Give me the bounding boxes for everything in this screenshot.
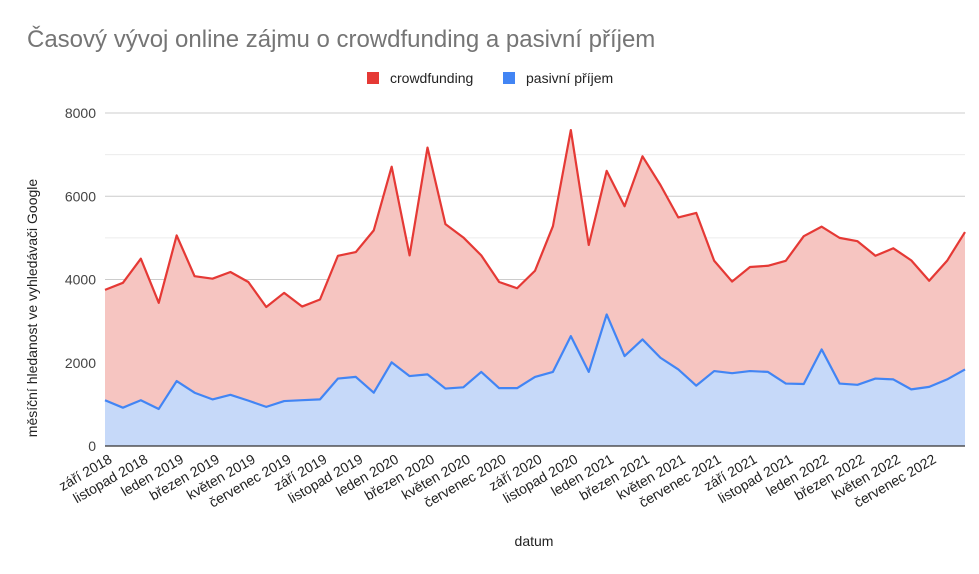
y-tick-label: 4000	[65, 272, 96, 288]
y-tick-label: 2000	[65, 355, 96, 371]
y-axis-ticks: 0 2000 4000 6000 8000	[65, 105, 96, 454]
legend-item-crowdfunding[interactable]: crowdfunding	[367, 70, 473, 86]
x-axis-title: datum	[515, 533, 554, 549]
area-crowdfunding	[105, 130, 965, 409]
legend-swatch-pasivni-prijem	[503, 72, 515, 84]
legend-swatch-crowdfunding	[367, 72, 379, 84]
legend-item-pasivni-prijem[interactable]: pasivní příjem	[503, 70, 613, 86]
y-tick-label: 8000	[65, 105, 96, 121]
chart-title: Časový vývoj online zájmu o crowdfunding…	[27, 25, 655, 53]
legend-label-crowdfunding: crowdfunding	[390, 70, 473, 86]
legend: crowdfunding pasivní příjem	[367, 70, 613, 86]
legend-label-pasivni-prijem: pasivní příjem	[526, 70, 613, 86]
y-tick-label: 0	[88, 438, 96, 454]
line-crowdfunding	[104, 128, 966, 309]
y-tick-label: 6000	[65, 188, 96, 204]
series-lines	[104, 128, 966, 447]
plot-area	[105, 130, 965, 446]
line-pasivni-prijem	[104, 313, 966, 411]
area-pasivni-prijem	[105, 314, 965, 446]
y-axis-title: měsíční hledanost ve vyhledávači Google	[24, 179, 40, 438]
